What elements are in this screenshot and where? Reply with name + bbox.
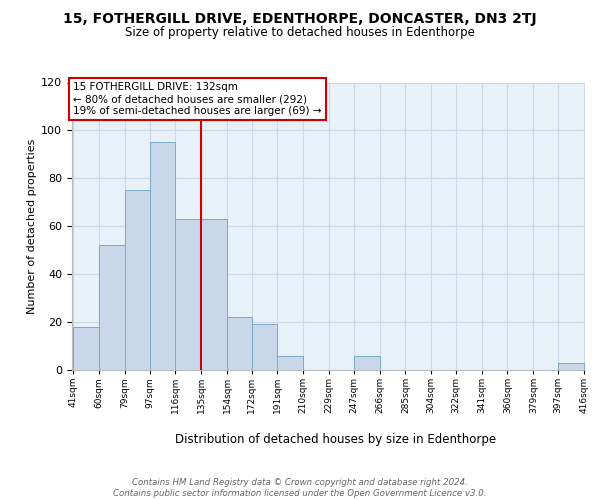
Bar — [353, 356, 380, 370]
Bar — [125, 190, 149, 370]
Text: Size of property relative to detached houses in Edenthorpe: Size of property relative to detached ho… — [125, 26, 475, 39]
Y-axis label: Number of detached properties: Number of detached properties — [27, 138, 37, 314]
Bar — [175, 219, 201, 370]
Bar — [251, 324, 277, 370]
Bar — [99, 246, 125, 370]
Text: Contains HM Land Registry data © Crown copyright and database right 2024.
Contai: Contains HM Land Registry data © Crown c… — [113, 478, 487, 498]
Text: 15 FOTHERGILL DRIVE: 132sqm
← 80% of detached houses are smaller (292)
19% of se: 15 FOTHERGILL DRIVE: 132sqm ← 80% of det… — [73, 82, 322, 116]
Bar — [201, 219, 227, 370]
Bar — [227, 318, 251, 370]
Text: 15, FOTHERGILL DRIVE, EDENTHORPE, DONCASTER, DN3 2TJ: 15, FOTHERGILL DRIVE, EDENTHORPE, DONCAS… — [63, 12, 537, 26]
Bar — [73, 327, 99, 370]
Bar — [277, 356, 304, 370]
Text: Distribution of detached houses by size in Edenthorpe: Distribution of detached houses by size … — [175, 432, 497, 446]
Bar — [558, 363, 584, 370]
Bar — [149, 142, 175, 370]
